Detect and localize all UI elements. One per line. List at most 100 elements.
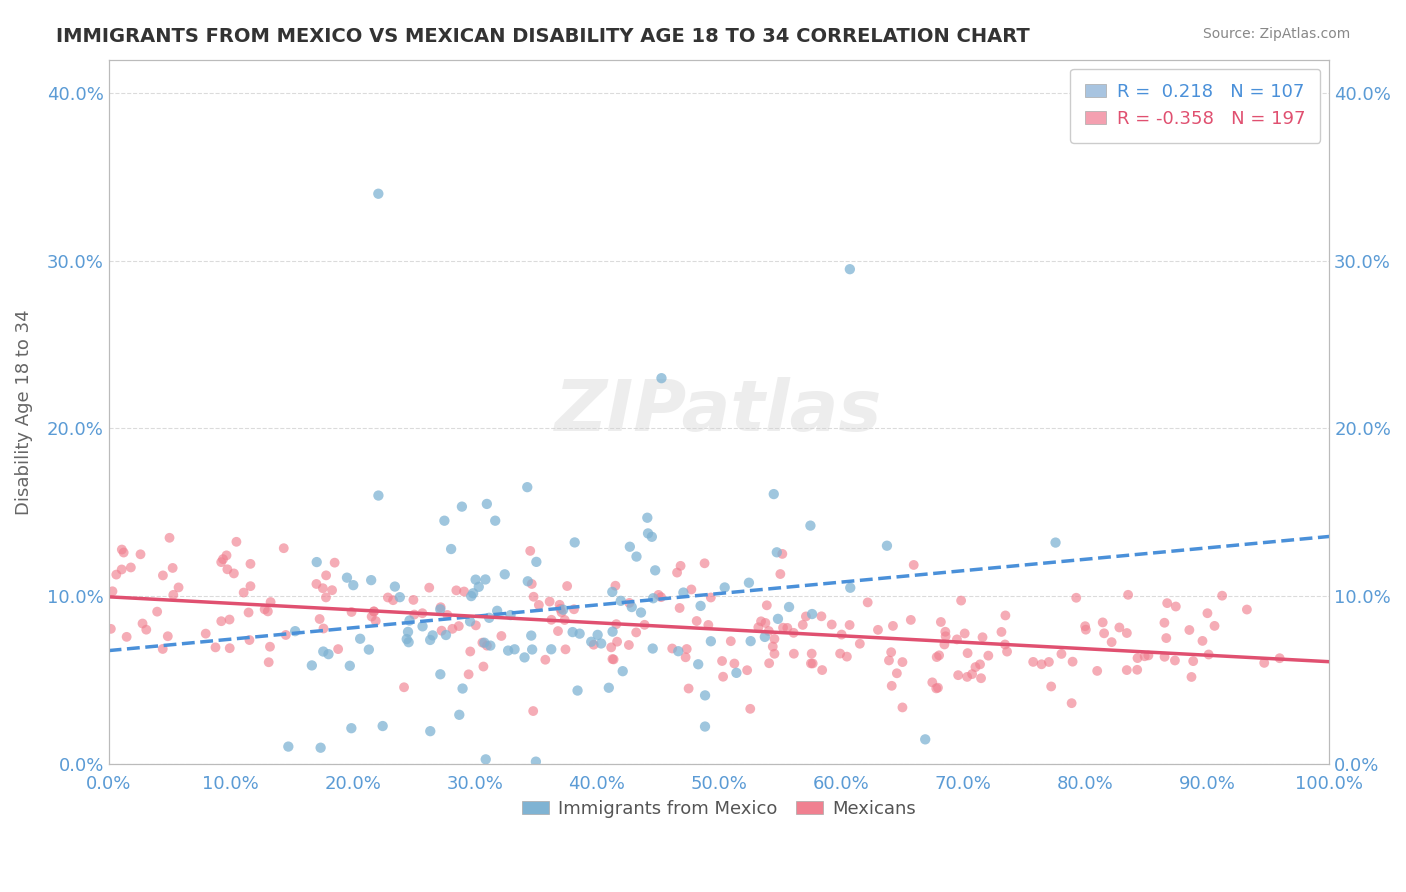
Point xyxy=(1164,599,1187,614)
Point xyxy=(778,599,800,614)
Point xyxy=(617,638,640,652)
Point xyxy=(610,594,633,608)
Point xyxy=(273,541,295,556)
Point xyxy=(1191,634,1213,648)
Point xyxy=(1156,596,1178,610)
Point xyxy=(882,619,904,633)
Point xyxy=(1126,651,1149,665)
Point xyxy=(1253,656,1275,670)
Point xyxy=(527,598,550,612)
Point xyxy=(463,586,485,600)
Point xyxy=(550,605,572,619)
Point xyxy=(925,681,948,696)
Text: IMMIGRANTS FROM MEXICO VS MEXICAN DISABILITY AGE 18 TO 34 CORRELATION CHART: IMMIGRANTS FROM MEXICO VS MEXICAN DISABI… xyxy=(56,27,1031,45)
Point xyxy=(700,591,723,605)
Point xyxy=(204,640,226,655)
Point xyxy=(402,593,425,607)
Point xyxy=(970,671,993,685)
Point xyxy=(1137,648,1160,663)
Point xyxy=(215,549,238,563)
Point xyxy=(1101,635,1123,649)
Point xyxy=(772,621,794,635)
Point xyxy=(990,624,1012,639)
Point xyxy=(371,719,394,733)
Point xyxy=(946,668,969,682)
Point xyxy=(568,626,591,640)
Point xyxy=(419,724,441,739)
Point xyxy=(449,707,471,722)
Point xyxy=(159,531,181,545)
Point xyxy=(755,599,778,613)
Point xyxy=(1092,626,1115,640)
Point xyxy=(725,665,748,680)
Point xyxy=(689,599,711,613)
Point xyxy=(349,632,371,646)
Point xyxy=(619,540,641,554)
Point xyxy=(675,642,697,657)
Point xyxy=(301,658,323,673)
Point xyxy=(810,609,832,624)
Point xyxy=(218,613,240,627)
Point xyxy=(956,670,979,684)
Point xyxy=(747,620,769,634)
Point xyxy=(650,371,672,385)
Text: Source: ZipAtlas.com: Source: ZipAtlas.com xyxy=(1202,27,1350,41)
Point xyxy=(520,577,543,591)
Point xyxy=(581,634,603,648)
Point xyxy=(612,664,634,678)
Point xyxy=(792,618,814,632)
Point xyxy=(323,556,346,570)
Point xyxy=(554,642,576,657)
Point xyxy=(754,615,776,630)
Point xyxy=(451,500,474,514)
Point xyxy=(903,558,925,572)
Point xyxy=(458,615,481,629)
Point xyxy=(540,642,562,657)
Point xyxy=(284,624,307,639)
Point xyxy=(586,628,609,642)
Point xyxy=(460,589,482,603)
Point xyxy=(633,617,655,632)
Point xyxy=(839,581,862,595)
Point xyxy=(564,535,586,549)
Point xyxy=(419,632,441,647)
Point xyxy=(600,640,623,655)
Point xyxy=(238,633,260,648)
Point xyxy=(723,657,745,671)
Point xyxy=(886,666,908,681)
Point xyxy=(1153,615,1175,630)
Point xyxy=(914,732,936,747)
Point xyxy=(1060,696,1083,710)
Point xyxy=(305,577,328,591)
Point xyxy=(360,573,382,587)
Point xyxy=(838,618,860,632)
Point xyxy=(600,585,623,599)
Point xyxy=(277,739,299,754)
Point xyxy=(1022,655,1045,669)
Point xyxy=(555,579,578,593)
Point xyxy=(1236,602,1258,616)
Point xyxy=(1116,588,1139,602)
Point xyxy=(523,590,546,604)
Point xyxy=(1126,663,1149,677)
Point xyxy=(167,581,190,595)
Point xyxy=(929,615,952,629)
Point xyxy=(340,605,363,619)
Point xyxy=(880,645,903,659)
Point xyxy=(468,580,491,594)
Point xyxy=(794,609,817,624)
Point xyxy=(112,545,135,559)
Point xyxy=(641,641,664,656)
Point xyxy=(553,603,575,617)
Point xyxy=(821,617,844,632)
Point xyxy=(758,624,780,638)
Point xyxy=(856,595,879,609)
Point xyxy=(554,613,576,627)
Point xyxy=(891,700,914,714)
Point xyxy=(1038,655,1060,669)
Point xyxy=(1154,631,1177,645)
Point xyxy=(1115,663,1137,677)
Point xyxy=(960,667,983,681)
Point xyxy=(101,584,124,599)
Point xyxy=(218,641,240,656)
